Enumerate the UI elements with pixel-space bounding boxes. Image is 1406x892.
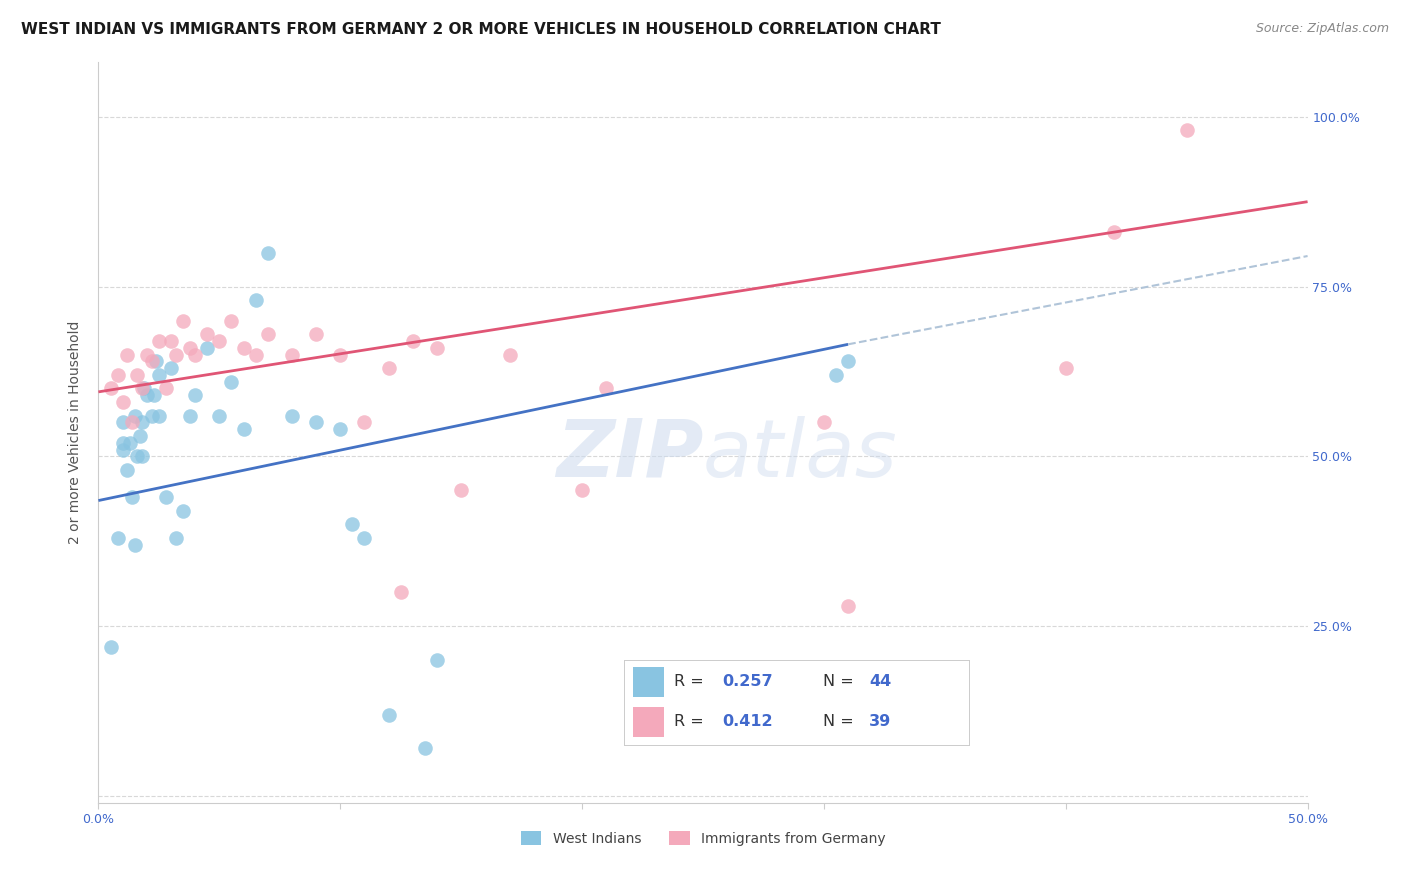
Point [143, 388, 166, 402]
Point [329, 347, 352, 361]
Point [128, 429, 150, 443]
Point [100, 382, 122, 396]
Point [135, 347, 157, 361]
Point [208, 334, 231, 348]
Point [121, 490, 143, 504]
Point [148, 368, 170, 382]
Point [118, 435, 141, 450]
Point [131, 450, 153, 464]
Point [281, 409, 304, 423]
Point [172, 313, 194, 327]
Point [131, 416, 153, 430]
Point [134, 382, 156, 396]
Point [117, 463, 139, 477]
Point [245, 293, 267, 308]
Point [245, 347, 267, 361]
Point [131, 382, 153, 396]
Point [195, 341, 218, 355]
Y-axis label: 2 or more Vehicles in Household: 2 or more Vehicles in Household [69, 321, 83, 544]
Point [155, 382, 177, 396]
Point [426, 653, 449, 667]
Point [305, 416, 328, 430]
Point [135, 388, 157, 402]
Point [155, 490, 177, 504]
Point [426, 341, 449, 355]
Point [148, 409, 170, 423]
Point [111, 435, 134, 450]
Point [148, 334, 170, 348]
Point [179, 341, 201, 355]
Point [121, 416, 143, 430]
Point [165, 531, 187, 545]
Point [256, 245, 278, 260]
Legend: West Indians, Immigrants from Germany: West Indians, Immigrants from Germany [515, 825, 891, 851]
Point [179, 409, 201, 423]
Point [1054, 361, 1077, 376]
Point [165, 347, 187, 361]
Point [813, 728, 835, 742]
Point [837, 354, 859, 368]
Point [111, 395, 134, 409]
Point [413, 741, 436, 756]
Point [329, 422, 352, 436]
Point [498, 347, 520, 361]
Point [281, 347, 304, 361]
Point [127, 450, 149, 464]
Point [184, 347, 207, 361]
Point [342, 517, 364, 532]
Point [353, 531, 375, 545]
Point [100, 640, 122, 654]
Point [813, 416, 835, 430]
Point [450, 483, 472, 498]
Point [837, 599, 859, 613]
Point [195, 327, 218, 342]
Point [595, 382, 617, 396]
Point [117, 347, 139, 361]
Point [160, 334, 183, 348]
Point [107, 368, 129, 382]
Point [389, 585, 412, 599]
Point [208, 409, 231, 423]
Point [377, 707, 399, 722]
Text: WEST INDIAN VS IMMIGRANTS FROM GERMANY 2 OR MORE VEHICLES IN HOUSEHOLD CORRELATI: WEST INDIAN VS IMMIGRANTS FROM GERMANY 2… [21, 22, 941, 37]
Point [232, 341, 254, 355]
Point [256, 327, 278, 342]
Text: Source: ZipAtlas.com: Source: ZipAtlas.com [1256, 22, 1389, 36]
Point [172, 504, 194, 518]
Point [124, 538, 146, 552]
Point [221, 313, 243, 327]
Point [305, 327, 328, 342]
Text: atlas: atlas [703, 416, 898, 494]
Point [402, 334, 425, 348]
Point [571, 483, 593, 498]
Point [377, 361, 399, 376]
Text: ZIP: ZIP [555, 416, 703, 494]
Point [353, 416, 375, 430]
Point [1175, 123, 1198, 137]
Point [141, 409, 163, 423]
Point [825, 368, 848, 382]
Point [107, 531, 129, 545]
Point [145, 354, 167, 368]
Point [141, 354, 163, 368]
Point [1102, 225, 1125, 239]
Point [160, 361, 183, 376]
Point [221, 375, 243, 389]
Point [111, 416, 134, 430]
Point [232, 422, 254, 436]
Point [184, 388, 207, 402]
Point [127, 368, 149, 382]
Point [111, 442, 134, 457]
Point [124, 409, 146, 423]
